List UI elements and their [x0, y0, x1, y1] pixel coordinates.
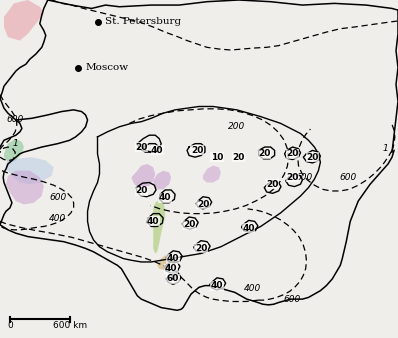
Text: 20: 20: [266, 180, 279, 189]
Polygon shape: [203, 166, 221, 183]
Text: 600: 600: [296, 173, 313, 182]
Text: 20: 20: [195, 244, 207, 253]
Text: 20: 20: [135, 143, 148, 151]
Text: 60: 60: [167, 274, 179, 283]
Polygon shape: [153, 171, 171, 189]
Polygon shape: [157, 255, 171, 270]
Polygon shape: [4, 139, 24, 162]
Text: 400: 400: [49, 214, 66, 222]
Text: 20: 20: [258, 149, 271, 158]
Text: 40: 40: [242, 224, 255, 233]
Text: 40: 40: [211, 281, 223, 290]
Text: 40: 40: [147, 217, 160, 226]
Text: 400: 400: [244, 285, 261, 293]
Text: 20: 20: [197, 200, 209, 209]
Text: 10: 10: [211, 153, 223, 162]
Text: 600: 600: [6, 116, 24, 124]
Text: St. Petersburg: St. Petersburg: [105, 18, 181, 26]
Text: 40: 40: [167, 254, 179, 263]
Text: 20: 20: [135, 187, 148, 195]
Polygon shape: [6, 171, 44, 204]
Text: 20: 20: [191, 146, 203, 155]
Text: 40: 40: [159, 193, 172, 202]
Polygon shape: [153, 199, 165, 254]
Text: 1: 1: [382, 144, 388, 153]
Text: 600 km: 600 km: [53, 321, 87, 330]
Text: 20: 20: [286, 149, 299, 158]
Text: 20: 20: [232, 153, 245, 162]
Text: 40: 40: [151, 146, 164, 155]
Polygon shape: [6, 157, 54, 184]
Polygon shape: [4, 0, 44, 41]
Text: 20: 20: [183, 220, 195, 229]
Text: 40: 40: [165, 264, 178, 273]
Text: 20: 20: [286, 173, 299, 182]
Text: Moscow: Moscow: [86, 63, 129, 72]
Text: 200: 200: [228, 122, 246, 131]
Text: 20: 20: [306, 153, 319, 162]
Text: 600: 600: [339, 173, 357, 182]
Text: 0: 0: [7, 321, 13, 330]
Text: 600: 600: [49, 193, 66, 202]
Text: 1: 1: [12, 139, 18, 148]
Polygon shape: [131, 164, 155, 189]
Text: 600: 600: [284, 295, 301, 304]
